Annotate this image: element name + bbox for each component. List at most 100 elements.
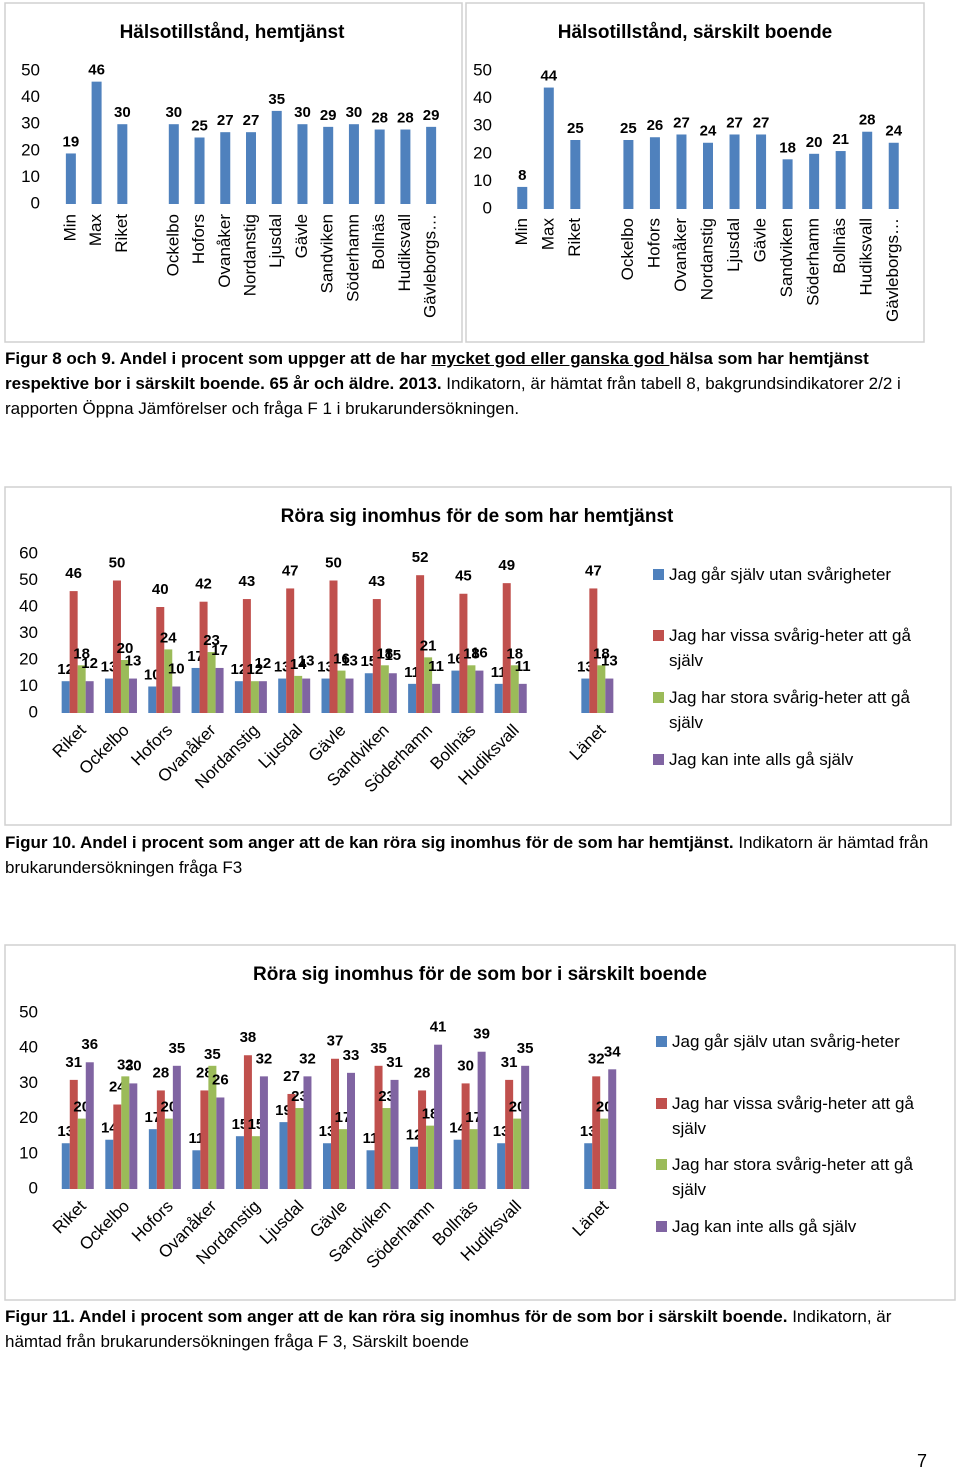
data-label: 17 — [211, 642, 228, 659]
legend-item: Jag går själv utan svårig-heter — [656, 1029, 946, 1054]
x-tick-label: Gävleborgs… — [883, 218, 902, 322]
bar — [703, 142, 713, 209]
data-label: 18 — [463, 645, 480, 662]
bar — [69, 591, 78, 713]
data-label: 35 — [517, 1040, 534, 1057]
legend-item: Jag har stora svårig-heter att gå själv — [653, 685, 943, 735]
y-tick-label: 0 — [29, 702, 38, 721]
bar — [278, 678, 287, 713]
data-label: 47 — [585, 562, 602, 579]
data-label: 35 — [204, 1046, 221, 1063]
bar — [207, 652, 216, 713]
bar — [374, 1065, 383, 1189]
bar — [112, 580, 121, 713]
bar — [475, 670, 484, 713]
bar — [216, 1097, 225, 1189]
bar — [835, 151, 846, 209]
bar — [85, 1062, 94, 1189]
y-tick-label: 20 — [21, 140, 40, 159]
data-label: 27 — [243, 112, 260, 129]
bar — [382, 1108, 391, 1189]
data-label: 39 — [473, 1026, 490, 1043]
data-label: 35 — [169, 1040, 186, 1057]
bar — [510, 665, 519, 713]
legend-swatch — [656, 1221, 667, 1232]
data-label: 27 — [753, 114, 770, 131]
bar — [459, 593, 468, 713]
y-tick-label: 30 — [19, 1073, 38, 1092]
data-label: 49 — [498, 557, 515, 574]
bar — [517, 186, 528, 209]
bar — [543, 87, 554, 209]
data-label: 50 — [109, 554, 126, 571]
bar — [337, 670, 346, 713]
data-label: 37 — [327, 1033, 344, 1050]
bar — [259, 1076, 268, 1189]
chart-title: Röra sig inomhus för de som har hemtjäns… — [281, 506, 674, 527]
chart-frame — [465, 2, 925, 343]
bar — [570, 140, 581, 209]
bar — [380, 665, 389, 713]
bar — [194, 137, 205, 204]
data-label: 12 — [81, 655, 98, 672]
x-tick-label: Ockelbo — [618, 218, 637, 280]
bar — [521, 1065, 530, 1189]
legend-swatch — [656, 1036, 667, 1047]
bar — [69, 1079, 78, 1189]
chart-title: Hälsotillstånd, särskilt boende — [558, 22, 833, 43]
y-tick-label: 20 — [19, 1108, 38, 1127]
data-label: 50 — [325, 554, 342, 571]
x-tick-label: Min — [60, 214, 79, 241]
bar — [426, 126, 437, 204]
bar — [234, 681, 243, 713]
bar — [279, 1122, 288, 1189]
x-tick-label: Söderhamn — [343, 214, 362, 302]
bar — [345, 678, 354, 713]
data-label: 21 — [420, 637, 437, 654]
data-label: 11 — [188, 1130, 204, 1147]
bar — [434, 1044, 443, 1189]
bar — [453, 1139, 462, 1189]
data-label: 15 — [384, 647, 401, 664]
legend-label: Jag har stora svårig-heter att gå själv — [672, 1155, 913, 1199]
y-tick-label: 40 — [19, 1038, 38, 1057]
bar — [121, 1076, 130, 1189]
bar — [469, 1129, 478, 1189]
data-label: 35 — [268, 91, 285, 108]
bar — [297, 124, 308, 204]
bar — [416, 575, 425, 713]
bar — [505, 1079, 514, 1189]
bar — [191, 667, 200, 713]
data-label: 27 — [673, 114, 690, 131]
bar — [117, 124, 128, 204]
data-label: 27 — [726, 114, 743, 131]
x-tick-label: Hofors — [189, 214, 208, 264]
bar — [323, 126, 334, 204]
data-label: 33 — [343, 1047, 360, 1064]
bar — [729, 134, 740, 209]
bar — [592, 1076, 601, 1189]
data-label: 25 — [191, 117, 208, 134]
data-label: 32 — [588, 1050, 605, 1067]
bar — [390, 1079, 399, 1189]
y-tick-label: 20 — [473, 143, 492, 162]
x-tick-label: Ljusdal — [266, 214, 285, 268]
y-tick-label: 40 — [21, 87, 40, 106]
data-label: 47 — [282, 562, 299, 579]
legend-swatch — [653, 569, 664, 580]
chart-frame — [4, 2, 463, 343]
data-label: 30 — [165, 104, 182, 121]
bar — [323, 1143, 331, 1189]
data-label: 18 — [779, 139, 796, 156]
data-label: 27 — [283, 1068, 300, 1085]
data-label: 11 — [363, 1130, 379, 1147]
y-tick-label: 10 — [19, 676, 38, 695]
bar — [581, 678, 590, 713]
data-label: 21 — [832, 131, 849, 148]
bar — [85, 681, 94, 713]
bar — [410, 1146, 419, 1189]
legend-label: Jag går själv utan svårigheter — [669, 565, 892, 584]
bar — [243, 1055, 252, 1189]
bar — [91, 81, 102, 204]
